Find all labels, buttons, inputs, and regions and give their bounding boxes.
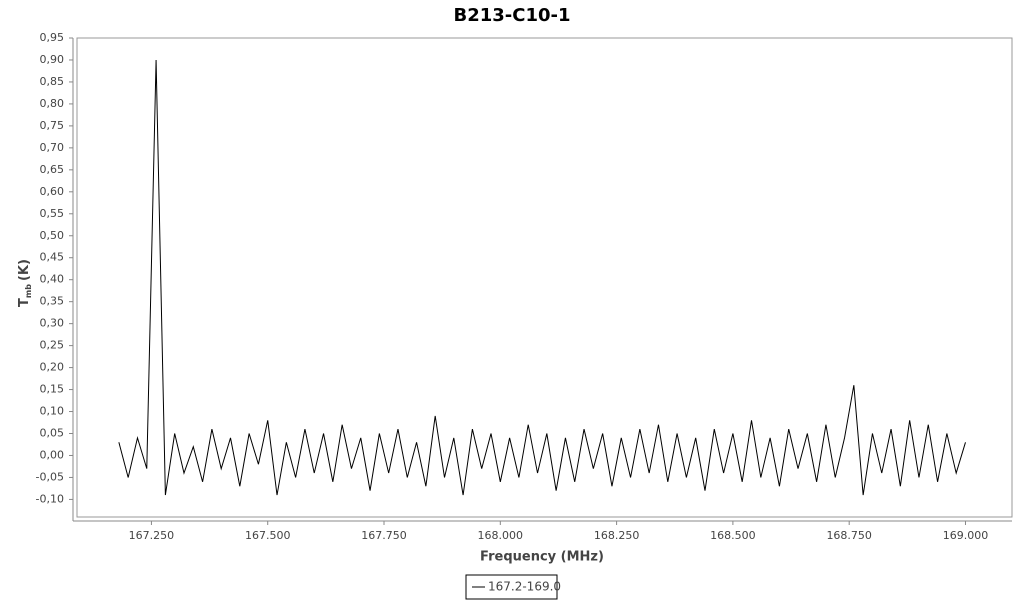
plot-frame — [76, 37, 1013, 518]
y-label-unit: (K) — [17, 259, 32, 281]
y-tick-label: 0,20 — [40, 361, 65, 374]
y-tick-label: 0,25 — [40, 339, 65, 352]
x-tick-label: 168.500 — [710, 529, 756, 542]
y-tick-label: 0,00 — [40, 448, 65, 461]
y-tick-label: -0,10 — [36, 492, 64, 505]
series-line — [118, 59, 966, 496]
y-tick-label: 0,55 — [40, 207, 65, 220]
y-label-main: T — [17, 298, 32, 307]
x-tick-label: 167.750 — [361, 529, 407, 542]
x-tick-label: 168.250 — [594, 529, 640, 542]
x-tick-label: 168.000 — [478, 529, 524, 542]
chart-title: B213-C10-1 — [453, 5, 570, 26]
x-tick-label: 168.750 — [826, 529, 872, 542]
x-axis-label: Frequency (MHz) — [480, 550, 604, 565]
y-tick-label: 0,80 — [40, 97, 65, 110]
y-label-sub: mb — [24, 284, 33, 298]
y-tick-label: 0,60 — [40, 185, 65, 198]
y-tick-label: 0,75 — [40, 119, 65, 132]
y-axis-label: Tmb (K) — [17, 259, 33, 307]
y-tick-label: 0,35 — [40, 295, 65, 308]
y-tick-label: 0,85 — [40, 75, 65, 88]
y-tick-label: 0,70 — [40, 141, 65, 154]
y-tick-label: 0,45 — [40, 251, 65, 264]
y-tick-label: -0,05 — [36, 470, 64, 483]
x-tick-label: 169.000 — [943, 529, 989, 542]
y-tick-label: 0,10 — [40, 405, 65, 418]
y-tick-label: 0,50 — [40, 229, 65, 242]
x-tick-label: 167.250 — [129, 529, 175, 542]
legend-label: 167.2-169.0 — [488, 580, 561, 594]
y-tick-label: 0,40 — [40, 273, 65, 286]
y-tick-label: 0,30 — [40, 317, 65, 330]
y-tick-label: 0,90 — [40, 53, 65, 66]
y-tick-label: 0,65 — [40, 163, 65, 176]
y-tick-label: 0,05 — [40, 427, 65, 440]
x-tick-label: 167.500 — [245, 529, 291, 542]
y-tick-label: 0,15 — [40, 383, 65, 396]
y-tick-label: 0,95 — [40, 31, 65, 44]
